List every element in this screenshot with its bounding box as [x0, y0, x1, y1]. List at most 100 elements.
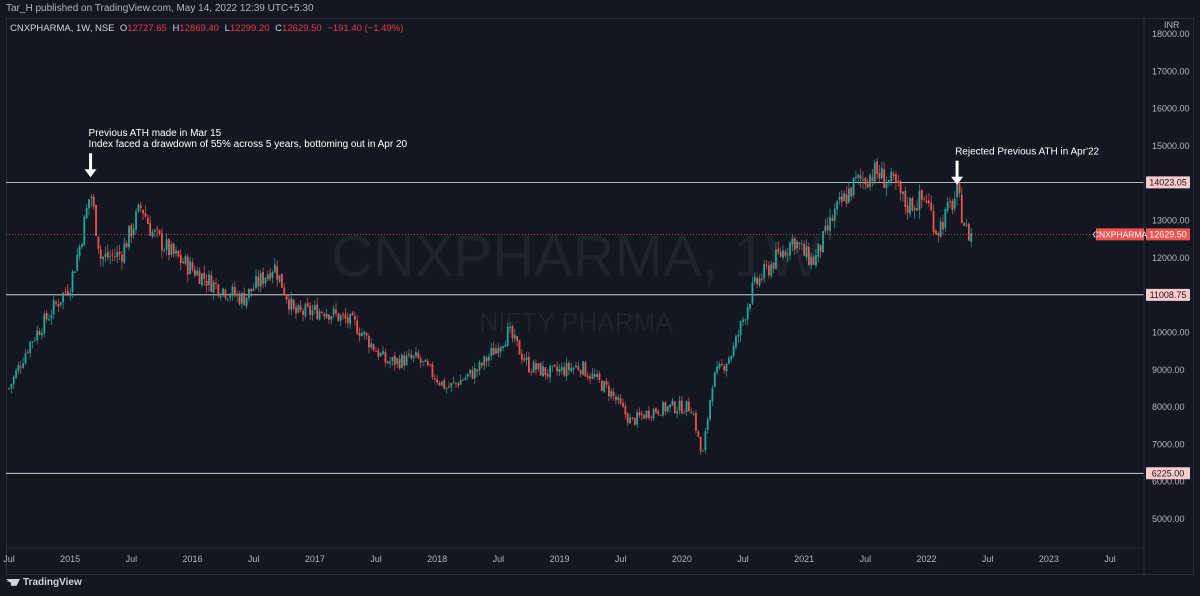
candle-body: [128, 225, 130, 248]
annotation-arrow-head: [951, 176, 964, 185]
candle-body: [572, 367, 575, 370]
level-price-label-bg: [1146, 176, 1190, 189]
horizontal-levels: [6, 181, 1144, 474]
time-tick-label: Jul: [1104, 554, 1116, 564]
candle-body: [370, 343, 373, 348]
candle-body: [255, 276, 257, 289]
candle-body: [558, 369, 561, 373]
candle-body: [744, 319, 747, 321]
candle-body: [146, 217, 149, 224]
candle-body: [539, 363, 542, 376]
candle-body: [673, 401, 676, 414]
candle-body: [391, 356, 394, 362]
symbol-label-bg: [1096, 228, 1144, 241]
candle-body: [683, 412, 686, 414]
candle-body: [480, 362, 483, 366]
candle-body: [669, 404, 671, 408]
candle-body: [43, 313, 46, 334]
candle-body: [259, 272, 262, 287]
candle-body: [316, 304, 319, 320]
candle-body: [859, 175, 862, 179]
time-axis[interactable]: Jul 2015 Jul 2016 Jul 2017 Jul 2018 Jul 2019 Jul 20…: [3, 554, 1116, 564]
candle-body: [779, 252, 782, 257]
candle-body: [638, 412, 641, 416]
price-tick-label: 10000.00: [1152, 327, 1190, 337]
candle-body: [22, 363, 25, 368]
candle-body: [499, 347, 502, 352]
candle-body: [535, 363, 537, 370]
price-axis[interactable]: INR 18000.0017000.0016000.0015000.001400…: [1152, 20, 1190, 524]
candle-body: [280, 273, 283, 288]
candle-body: [504, 344, 507, 347]
candle-body: [619, 398, 622, 404]
candle-body: [459, 380, 462, 385]
candle-body: [104, 253, 107, 257]
candle-body: [201, 273, 203, 286]
candle-body: [918, 191, 921, 210]
candle-body: [323, 313, 326, 317]
candle-body: [537, 363, 540, 370]
candle-body: [81, 244, 83, 247]
candle-body: [422, 361, 424, 362]
candle-body: [662, 402, 664, 416]
candle-body: [586, 375, 589, 378]
candle-body: [55, 301, 57, 304]
candle-body: [958, 183, 961, 194]
candle-body: [429, 364, 432, 365]
candle-body: [892, 173, 895, 177]
candle-body: [944, 208, 947, 228]
candle-body: [970, 233, 973, 242]
candle-body: [652, 409, 655, 418]
candle-body: [410, 354, 413, 359]
tradingview-logo[interactable]: TradingView: [6, 577, 82, 588]
candle-body: [680, 400, 683, 414]
candle-body: [85, 208, 88, 219]
candle-body: [953, 198, 956, 209]
candle-body: [304, 304, 307, 317]
candle-body: [436, 379, 439, 383]
candle-body: [360, 333, 363, 337]
candle-body: [130, 225, 133, 237]
candle-body: [351, 312, 354, 316]
candle-body: [415, 352, 417, 357]
candle-body: [313, 305, 316, 310]
candle-body: [563, 367, 566, 376]
candle-body: [363, 331, 366, 335]
symbol-label: CNXPHARMA: [1093, 229, 1148, 239]
time-tick-label: Jul: [126, 554, 138, 564]
candle-body: [956, 184, 958, 198]
candle-body: [589, 376, 591, 380]
candle-body: [476, 369, 479, 372]
candle-body: [506, 326, 509, 346]
legend-symbol: CNXPHARMA, 1W, NSE: [10, 23, 115, 34]
annotation-text: Index faced a drawdown of 55% across 5 y…: [89, 139, 408, 150]
publish-header: Tar_H published on TradingView.com, May …: [0, 0, 1200, 18]
candle-body: [10, 384, 13, 389]
candle-body: [248, 288, 250, 298]
candle-body: [71, 271, 74, 292]
candle-body: [876, 161, 878, 174]
candle-body: [182, 261, 184, 264]
candle-body: [899, 180, 902, 194]
candle-body: [532, 361, 535, 373]
candle-body: [911, 198, 914, 211]
candle-body: [88, 199, 90, 209]
candle-body: [245, 297, 248, 307]
candle-body: [850, 187, 853, 197]
candle-body: [295, 307, 297, 314]
watermark: CNXPHARMA, 1W NIFTY PHARMA: [331, 224, 821, 337]
time-tick-label: 2022: [916, 554, 936, 564]
time-tick-label: Jul: [248, 554, 260, 564]
candle-body: [45, 312, 48, 320]
candle-body: [469, 369, 472, 374]
time-tick-label: 2021: [794, 554, 814, 564]
candle-body: [960, 194, 963, 224]
candle-body: [102, 256, 105, 260]
candle-body: [629, 417, 631, 424]
candle-body: [603, 381, 606, 392]
candle-body: [158, 229, 161, 235]
